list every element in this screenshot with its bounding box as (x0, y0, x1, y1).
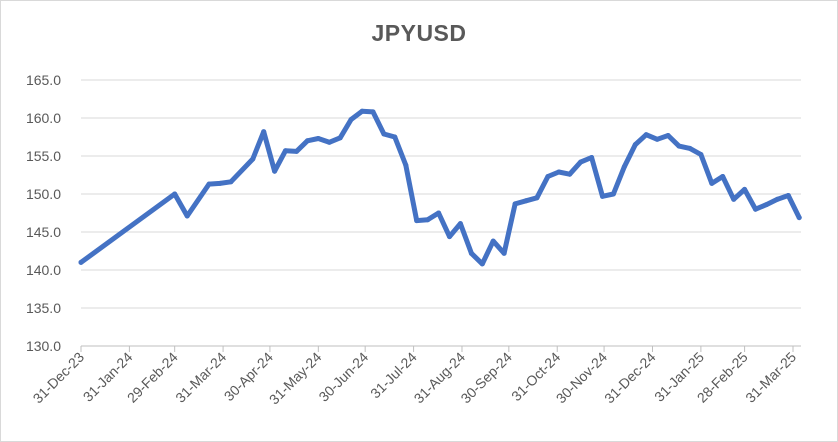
data-point (228, 179, 234, 185)
data-point (709, 180, 715, 186)
x-tick-label: 31-May-24 (266, 349, 325, 408)
data-point (304, 138, 310, 144)
data-point (348, 117, 354, 122)
x-tick-label: 31-Mar-25 (742, 349, 799, 406)
data-point (315, 136, 321, 141)
y-tick-label: 140.0 (26, 262, 61, 278)
chart-title: JPYUSD (371, 20, 467, 46)
data-point (250, 156, 256, 162)
data-point (217, 180, 223, 186)
data-point (600, 193, 605, 199)
data-point (392, 134, 398, 140)
data-point (523, 198, 529, 204)
data-point (764, 202, 769, 208)
data-point (337, 135, 343, 141)
data-point (436, 210, 442, 216)
data-point (283, 148, 288, 154)
data-point (403, 162, 409, 168)
data-point (206, 181, 212, 187)
data-point (294, 148, 299, 154)
data-point (720, 174, 726, 179)
series-line (78, 108, 802, 267)
data-point (676, 143, 682, 149)
data-point (447, 234, 452, 240)
data-point (479, 261, 485, 267)
data-point (796, 215, 802, 221)
data-point (589, 155, 595, 160)
data-point (731, 196, 737, 202)
data-point (742, 186, 748, 192)
data-point (578, 159, 584, 165)
x-tick-label: 30-Sep-24 (457, 349, 515, 407)
data-point (414, 218, 420, 224)
x-tick-label: 30-Jun-24 (315, 349, 371, 405)
data-point (665, 133, 671, 138)
x-tick-label: 31-Dec-24 (601, 349, 659, 407)
data-point (698, 152, 704, 157)
data-point (534, 195, 540, 201)
data-point (78, 259, 84, 265)
data-point (556, 169, 562, 175)
y-tick-label: 150.0 (26, 186, 61, 202)
x-tick-label: 31-Dec-23 (30, 349, 88, 407)
data-point (567, 171, 573, 177)
data-point (512, 201, 518, 207)
data-point (501, 250, 507, 256)
y-tick-label: 130.0 (26, 338, 61, 354)
data-point (610, 191, 616, 197)
data-point (272, 168, 278, 174)
data-point (545, 174, 551, 179)
data-point (753, 206, 758, 212)
data-point (425, 217, 431, 223)
x-tick-label: 31-Mar-24 (172, 349, 229, 406)
data-point (370, 109, 376, 115)
data-point (457, 221, 463, 227)
y-axis-tick-labels: 165.0 160.0 155.0 150.0 145.0 140.0 135.0 130.0 (26, 72, 61, 354)
data-point (468, 250, 474, 256)
x-tick-label: 30-Nov-24 (553, 349, 611, 407)
data-point (381, 131, 387, 137)
y-tick-label: 145.0 (26, 224, 61, 240)
data-point (785, 193, 791, 198)
y-tick-label: 155.0 (26, 148, 61, 164)
data-point (643, 132, 649, 138)
data-point (359, 108, 365, 114)
data-point (184, 213, 190, 219)
data-point (774, 196, 780, 202)
y-tick-label: 165.0 (26, 72, 61, 88)
x-axis-tick-labels: 31-Dec-2331-Jan-2429-Feb-2431-Mar-2430-A… (30, 349, 800, 408)
y-tick-label: 135.0 (26, 300, 61, 316)
data-point (621, 164, 627, 170)
data-point (172, 191, 178, 197)
data-point (632, 142, 638, 148)
data-point (654, 136, 660, 142)
data-point (490, 238, 496, 244)
series-layer (78, 108, 802, 267)
data-point (326, 139, 332, 145)
data-point (687, 145, 693, 151)
y-tick-label: 160.0 (26, 110, 61, 126)
data-point (261, 129, 267, 135)
